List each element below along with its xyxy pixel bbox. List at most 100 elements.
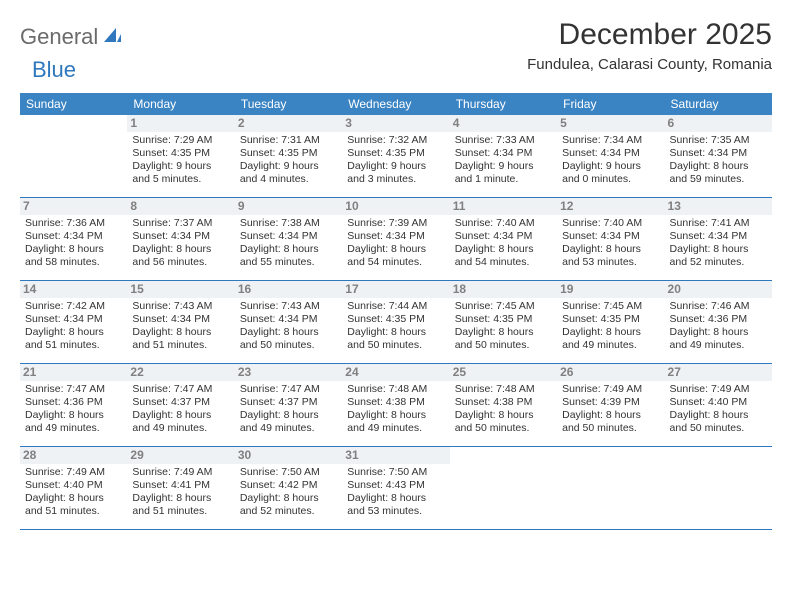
title-block: December 2025 Fundulea, Calarasi County,…	[527, 18, 772, 73]
daylight-text: Daylight: 8 hours and 50 minutes.	[240, 326, 337, 352]
sunset-text: Sunset: 4:41 PM	[132, 479, 229, 492]
calendar-week-row: 21Sunrise: 7:47 AMSunset: 4:36 PMDayligh…	[20, 364, 772, 447]
sunset-text: Sunset: 4:40 PM	[25, 479, 122, 492]
day-info: Sunrise: 7:29 AMSunset: 4:35 PMDaylight:…	[132, 134, 229, 187]
calendar-day-cell: 31Sunrise: 7:50 AMSunset: 4:43 PMDayligh…	[342, 447, 449, 529]
calendar-day-cell	[20, 115, 127, 197]
sunrise-text: Sunrise: 7:40 AM	[455, 217, 552, 230]
calendar-day-cell: 9Sunrise: 7:38 AMSunset: 4:34 PMDaylight…	[235, 198, 342, 280]
calendar-day-cell	[665, 447, 772, 529]
calendar-day-cell: 29Sunrise: 7:49 AMSunset: 4:41 PMDayligh…	[127, 447, 234, 529]
day-number: 21	[20, 364, 127, 381]
sunrise-text: Sunrise: 7:49 AM	[25, 466, 122, 479]
daylight-text: Daylight: 8 hours and 53 minutes.	[562, 243, 659, 269]
sunset-text: Sunset: 4:35 PM	[240, 147, 337, 160]
day-number: 2	[235, 115, 342, 132]
day-info: Sunrise: 7:43 AMSunset: 4:34 PMDaylight:…	[240, 300, 337, 353]
weekday-header: Friday	[557, 93, 664, 115]
day-number: 14	[20, 281, 127, 298]
day-info: Sunrise: 7:43 AMSunset: 4:34 PMDaylight:…	[132, 300, 229, 353]
day-info: Sunrise: 7:40 AMSunset: 4:34 PMDaylight:…	[562, 217, 659, 270]
daylight-text: Daylight: 8 hours and 54 minutes.	[455, 243, 552, 269]
day-info: Sunrise: 7:36 AMSunset: 4:34 PMDaylight:…	[25, 217, 122, 270]
sunset-text: Sunset: 4:43 PM	[347, 479, 444, 492]
day-info: Sunrise: 7:34 AMSunset: 4:34 PMDaylight:…	[562, 134, 659, 187]
day-number: 31	[342, 447, 449, 464]
sunset-text: Sunset: 4:39 PM	[562, 396, 659, 409]
sunset-text: Sunset: 4:34 PM	[347, 230, 444, 243]
day-number: 12	[557, 198, 664, 215]
sunrise-text: Sunrise: 7:36 AM	[25, 217, 122, 230]
daylight-text: Daylight: 8 hours and 51 minutes.	[25, 326, 122, 352]
day-number: 25	[450, 364, 557, 381]
calendar-day-cell: 5 Sunrise: 7:34 AMSunset: 4:34 PMDaylight…	[557, 115, 664, 197]
sunrise-text: Sunrise: 7:50 AM	[347, 466, 444, 479]
sunrise-text: Sunrise: 7:35 AM	[670, 134, 767, 147]
calendar-day-cell: 2Sunrise: 7:31 AMSunset: 4:35 PMDaylight…	[235, 115, 342, 197]
sunset-text: Sunset: 4:35 PM	[347, 147, 444, 160]
daylight-text: Daylight: 8 hours and 50 minutes.	[670, 409, 767, 435]
daylight-text: Daylight: 8 hours and 52 minutes.	[240, 492, 337, 518]
day-number: 5	[557, 115, 664, 132]
logo-text-general: General	[20, 24, 98, 50]
calendar-week-row: 14Sunrise: 7:42 AMSunset: 4:34 PMDayligh…	[20, 281, 772, 364]
calendar-day-cell	[557, 447, 664, 529]
calendar-day-cell: 25Sunrise: 7:48 AMSunset: 4:38 PMDayligh…	[450, 364, 557, 446]
day-info: Sunrise: 7:45 AMSunset: 4:35 PMDaylight:…	[455, 300, 552, 353]
sunset-text: Sunset: 4:38 PM	[455, 396, 552, 409]
day-number: 17	[342, 281, 449, 298]
weekday-header: Thursday	[450, 93, 557, 115]
sunrise-text: Sunrise: 7:47 AM	[25, 383, 122, 396]
day-number: 6	[665, 115, 772, 132]
page-title: December 2025	[527, 18, 772, 52]
day-info: Sunrise: 7:48 AMSunset: 4:38 PMDaylight:…	[347, 383, 444, 436]
sunrise-text: Sunrise: 7:43 AM	[132, 300, 229, 313]
calendar-day-cell: 13Sunrise: 7:41 AMSunset: 4:34 PMDayligh…	[665, 198, 772, 280]
day-info: Sunrise: 7:39 AMSunset: 4:34 PMDaylight:…	[347, 217, 444, 270]
sunset-text: Sunset: 4:36 PM	[670, 313, 767, 326]
calendar-day-cell: 17Sunrise: 7:44 AMSunset: 4:35 PMDayligh…	[342, 281, 449, 363]
day-info: Sunrise: 7:47 AMSunset: 4:37 PMDaylight:…	[240, 383, 337, 436]
sunrise-text: Sunrise: 7:47 AM	[240, 383, 337, 396]
calendar-day-cell: 10Sunrise: 7:39 AMSunset: 4:34 PMDayligh…	[342, 198, 449, 280]
sunset-text: Sunset: 4:34 PM	[25, 230, 122, 243]
daylight-text: Daylight: 9 hours and 5 minutes.	[132, 160, 229, 186]
sunrise-text: Sunrise: 7:41 AM	[670, 217, 767, 230]
day-number: 28	[20, 447, 127, 464]
sunset-text: Sunset: 4:42 PM	[240, 479, 337, 492]
day-info: Sunrise: 7:32 AMSunset: 4:35 PMDaylight:…	[347, 134, 444, 187]
daylight-text: Daylight: 9 hours and 0 minutes.	[562, 160, 659, 186]
daylight-text: Daylight: 8 hours and 55 minutes.	[240, 243, 337, 269]
weekday-header: Sunday	[20, 93, 127, 115]
calendar-day-cell: 16Sunrise: 7:43 AMSunset: 4:34 PMDayligh…	[235, 281, 342, 363]
day-info: Sunrise: 7:37 AMSunset: 4:34 PMDaylight:…	[132, 217, 229, 270]
calendar: SundayMondayTuesdayWednesdayThursdayFrid…	[20, 93, 772, 530]
sunset-text: Sunset: 4:34 PM	[670, 147, 767, 160]
sunrise-text: Sunrise: 7:45 AM	[562, 300, 659, 313]
sunset-text: Sunset: 4:34 PM	[562, 147, 659, 160]
sunset-text: Sunset: 4:34 PM	[25, 313, 122, 326]
calendar-day-cell: 28 Sunrise: 7:49 AMSunset: 4:40 PMDayligh…	[20, 447, 127, 529]
day-number: 8	[127, 198, 234, 215]
sunrise-text: Sunrise: 7:48 AM	[455, 383, 552, 396]
weekday-header: Wednesday	[342, 93, 449, 115]
daylight-text: Daylight: 8 hours and 50 minutes.	[455, 326, 552, 352]
day-number: 9	[235, 198, 342, 215]
daylight-text: Daylight: 8 hours and 49 minutes.	[347, 409, 444, 435]
daylight-text: Daylight: 9 hours and 1 minute.	[455, 160, 552, 186]
sunrise-text: Sunrise: 7:45 AM	[455, 300, 552, 313]
calendar-week-row: 1Sunrise: 7:29 AMSunset: 4:35 PMDaylight…	[20, 115, 772, 198]
weekday-header: Saturday	[665, 93, 772, 115]
sunrise-text: Sunrise: 7:29 AM	[132, 134, 229, 147]
day-number: 29	[127, 447, 234, 464]
day-number: 7	[20, 198, 127, 215]
day-number: 22	[127, 364, 234, 381]
calendar-day-cell: 4Sunrise: 7:33 AMSunset: 4:34 PMDaylight…	[450, 115, 557, 197]
sunrise-text: Sunrise: 7:44 AM	[347, 300, 444, 313]
day-info: Sunrise: 7:33 AMSunset: 4:34 PMDaylight:…	[455, 134, 552, 187]
weekday-header: Monday	[127, 93, 234, 115]
daylight-text: Daylight: 8 hours and 51 minutes.	[25, 492, 122, 518]
day-info: Sunrise: 7:46 AMSunset: 4:36 PMDaylight:…	[670, 300, 767, 353]
day-number: 27	[665, 364, 772, 381]
day-info: Sunrise: 7:50 AMSunset: 4:42 PMDaylight:…	[240, 466, 337, 519]
